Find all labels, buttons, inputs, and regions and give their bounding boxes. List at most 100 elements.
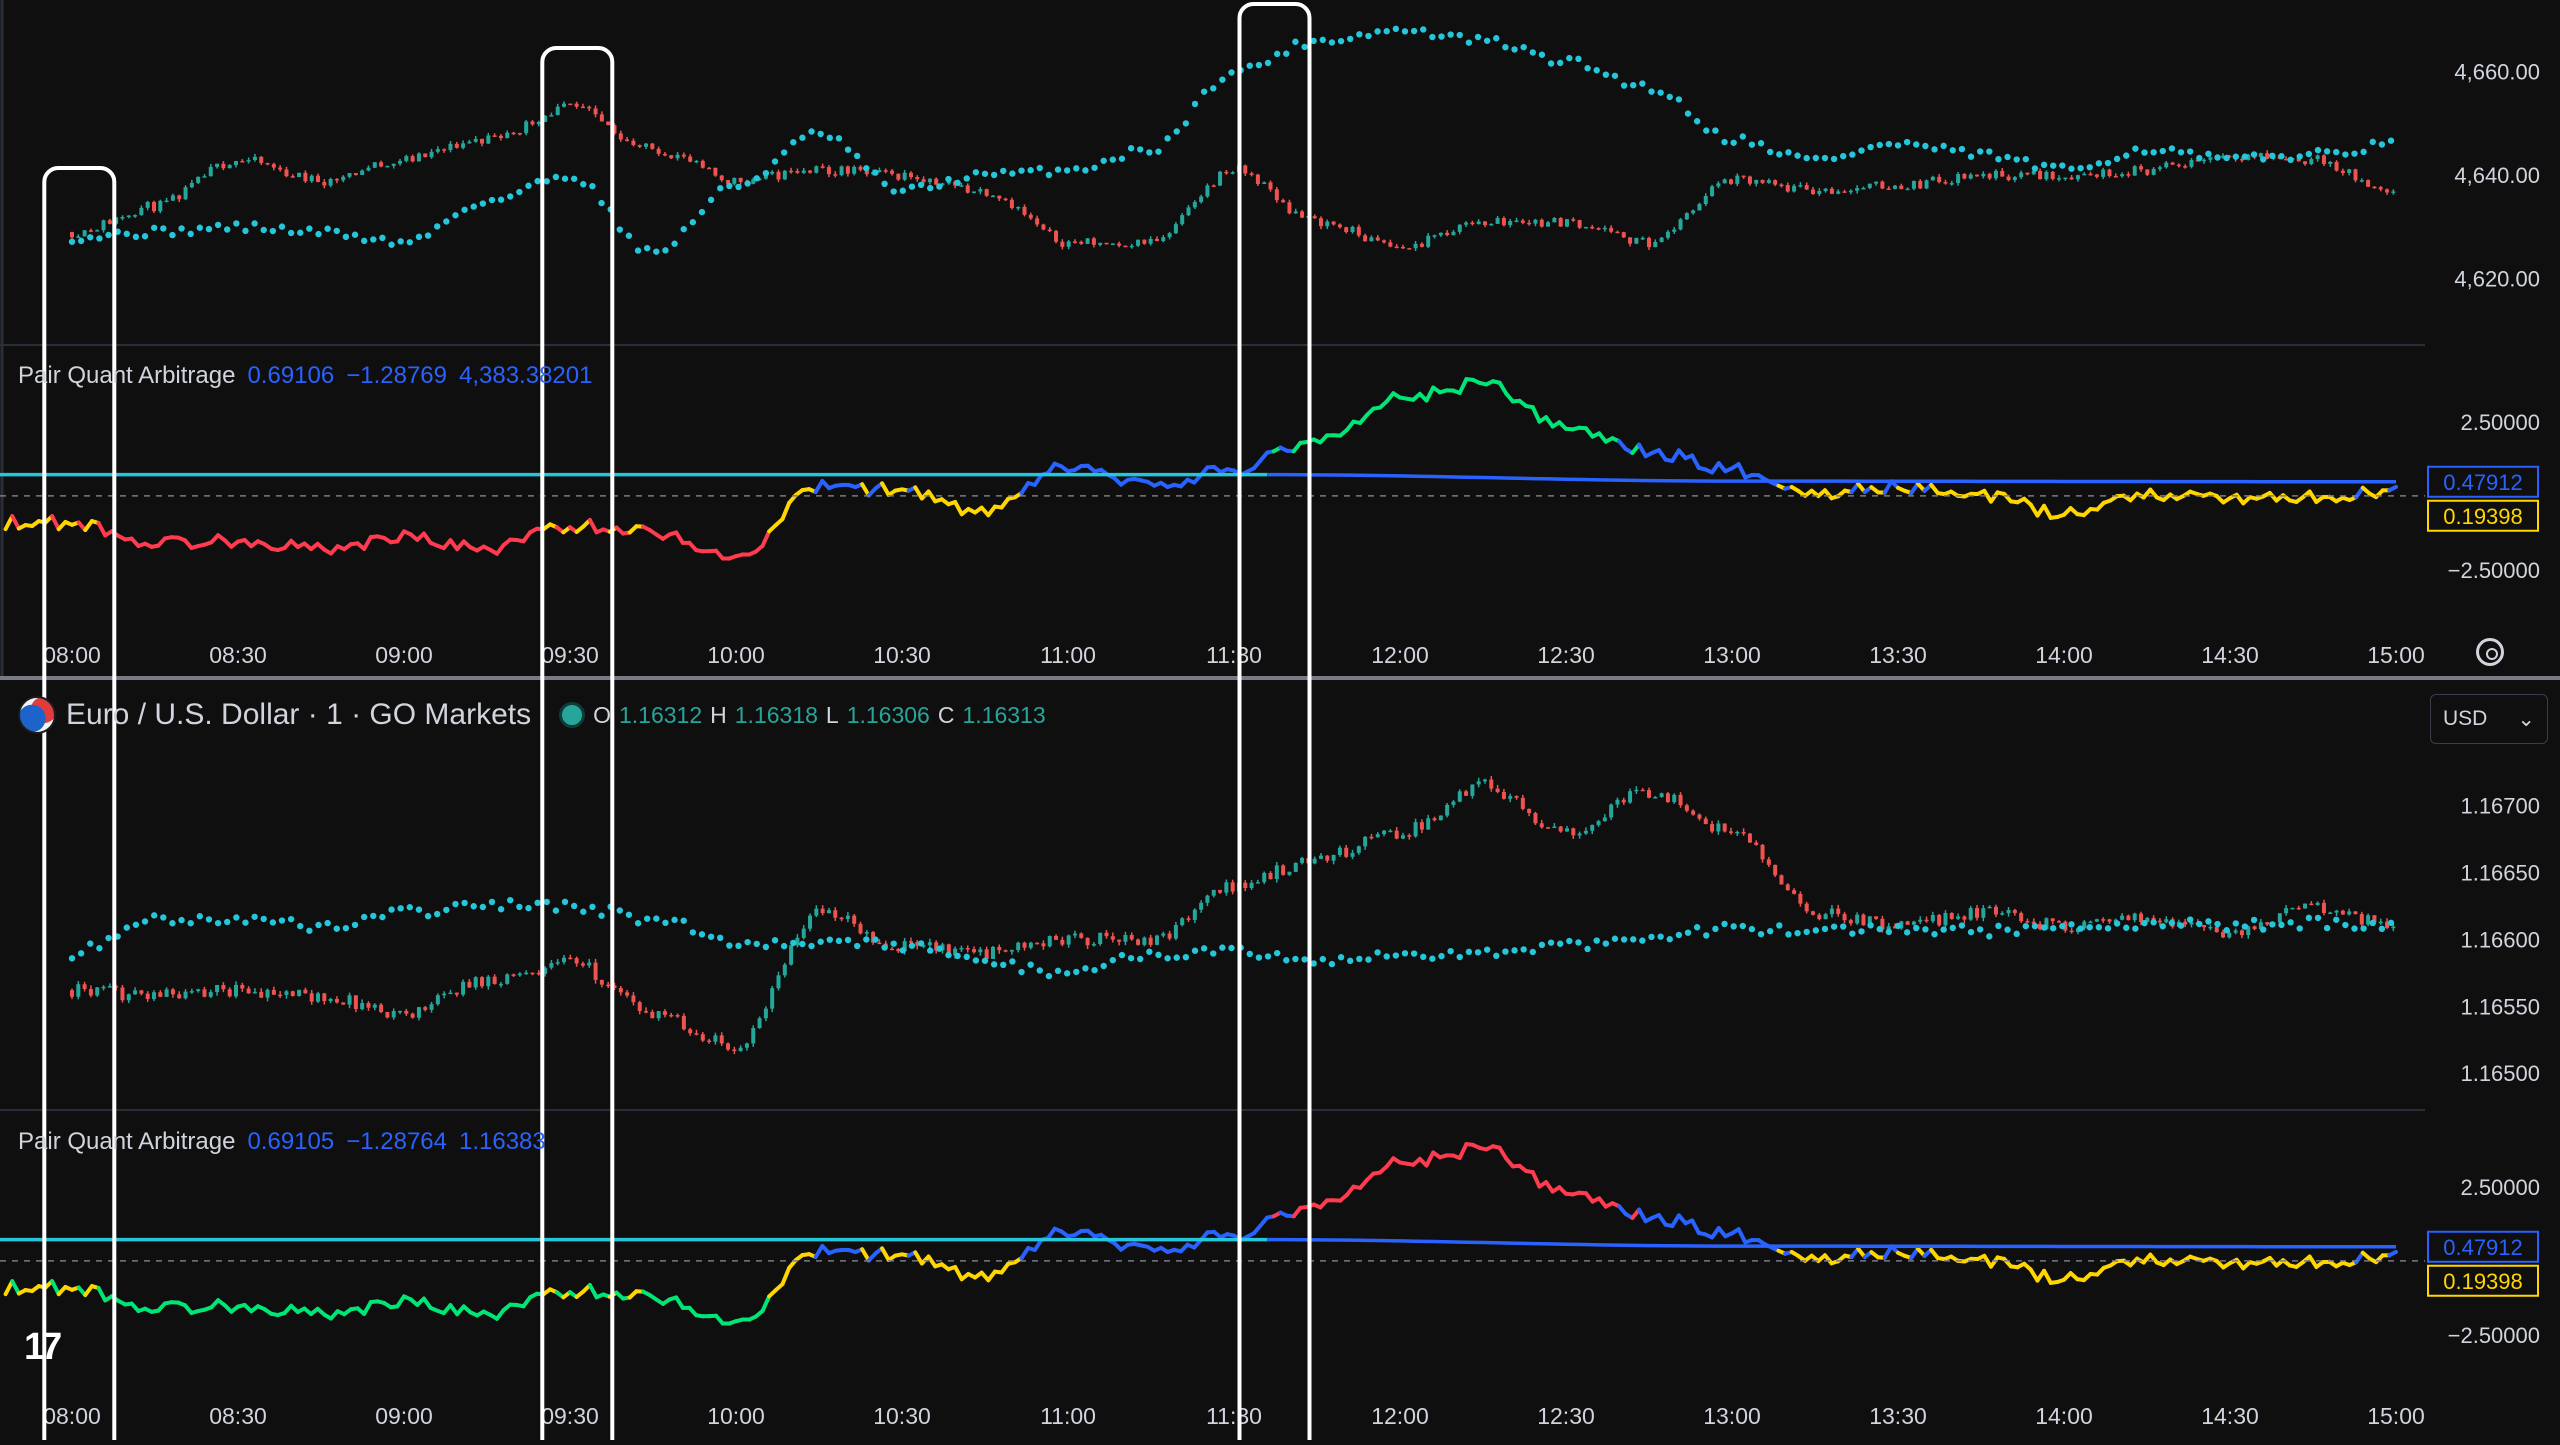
cyan-dot xyxy=(1520,946,1526,952)
bottom-indicator-legend[interactable]: Pair Quant Arbitrage 0.69105 −1.28764 1.… xyxy=(18,1128,546,1156)
cyan-dot xyxy=(1174,954,1180,960)
candle-body xyxy=(499,136,503,138)
candle-body xyxy=(108,986,112,988)
cyan-dot xyxy=(471,203,477,209)
candle-body xyxy=(2284,908,2288,913)
candle-body xyxy=(1477,781,1481,784)
cyan-dot xyxy=(1922,143,1928,149)
candle-body xyxy=(2139,166,2143,169)
cyan-dot xyxy=(964,954,970,960)
cyan-dot xyxy=(726,942,732,948)
candle-body xyxy=(1792,890,1796,894)
candle-body xyxy=(1874,182,1878,184)
candle-body xyxy=(1111,936,1115,939)
candle-body xyxy=(972,191,976,193)
cyan-dot xyxy=(443,218,449,224)
cyan-dot xyxy=(836,135,842,141)
cyan-dot xyxy=(1475,949,1481,955)
candle-body xyxy=(2366,180,2370,187)
candle-body xyxy=(2025,921,2029,923)
candle-body xyxy=(1243,883,1247,888)
cyan-dot xyxy=(2278,922,2284,928)
candle-body xyxy=(1395,831,1399,839)
candle-body xyxy=(2013,910,2017,913)
candle-body xyxy=(1155,936,1159,945)
candle-body xyxy=(2070,931,2074,933)
candle-body xyxy=(486,977,490,987)
cyan-dot xyxy=(1356,31,1362,37)
cyan-dot xyxy=(854,943,860,949)
candle-body xyxy=(152,992,156,999)
candle-body xyxy=(966,185,970,192)
candle-body xyxy=(2278,913,2282,922)
cyan-dot xyxy=(1922,926,1928,932)
candle-body xyxy=(606,985,610,987)
candle-body xyxy=(1584,831,1588,834)
candle-body xyxy=(1981,908,1985,918)
candle-body xyxy=(436,995,440,1004)
cyan-dot xyxy=(900,947,906,953)
price-label-blue: 0.47912 xyxy=(2443,1235,2523,1260)
candle-body xyxy=(821,166,825,168)
currency-select[interactable]: USD ⌄ xyxy=(2430,694,2548,744)
cyan-dot xyxy=(699,931,705,937)
candle-body xyxy=(322,993,326,1001)
cyan-dot xyxy=(361,914,367,920)
x-tick-label: 12:00 xyxy=(1371,642,1429,668)
candle-body xyxy=(474,977,478,987)
candle-body xyxy=(1300,858,1304,863)
candle-body xyxy=(657,1011,661,1018)
candle-body xyxy=(467,982,471,988)
candle-body xyxy=(524,973,528,975)
cyan-dot xyxy=(1630,936,1636,942)
candle-body xyxy=(259,992,263,998)
cyan-dot xyxy=(133,234,139,240)
cyan-dot xyxy=(352,922,358,928)
cyan-dot xyxy=(1867,922,1873,928)
candle-body xyxy=(852,167,856,174)
candle-body xyxy=(2208,927,2212,929)
settings-gear-icon[interactable] xyxy=(2476,638,2504,666)
cyan-dot xyxy=(790,940,796,946)
candle-body xyxy=(1521,798,1525,809)
candle-body xyxy=(1849,920,1853,923)
candle-body xyxy=(505,133,509,138)
candle-body xyxy=(2007,177,2011,180)
oscillator-segment xyxy=(2044,506,2051,518)
candle-body xyxy=(133,990,137,994)
x-tick-label: 13:00 xyxy=(1703,642,1761,668)
cyan-dot xyxy=(1594,937,1600,943)
cyan-dot xyxy=(1420,26,1426,32)
y-tick-label: 1.16650 xyxy=(2460,860,2540,885)
candle-body xyxy=(713,168,717,176)
cyan-dot xyxy=(2068,166,2074,172)
cyan-dot xyxy=(1867,144,1873,150)
cyan-dot xyxy=(1484,38,1490,44)
cyan-dot xyxy=(571,176,577,182)
candle-body xyxy=(1451,802,1455,805)
candle-body xyxy=(2051,172,2055,179)
cyan-dot xyxy=(160,914,166,920)
candle-body xyxy=(2107,170,2111,176)
cyan-dot xyxy=(1950,147,1956,153)
top-indicator-legend[interactable]: Pair Quant Arbitrage 0.69106 −1.28769 4,… xyxy=(18,362,592,390)
cyan-dot xyxy=(781,943,787,949)
candle-body xyxy=(1508,221,1512,225)
candle-body xyxy=(2385,189,2389,192)
cyan-dot xyxy=(1447,948,1453,954)
candle-body xyxy=(619,988,623,992)
candle-body xyxy=(1388,831,1392,833)
candle-body xyxy=(1899,186,1903,189)
candle-body xyxy=(631,996,635,1003)
cyan-dot xyxy=(1502,44,1508,50)
candle-body xyxy=(404,156,408,161)
cyan-dot xyxy=(1667,94,1673,100)
candle-body xyxy=(146,994,150,999)
candle-body xyxy=(1805,904,1809,912)
cyan-dot xyxy=(2388,137,2394,143)
cyan-dot xyxy=(1584,65,1590,71)
candle-body xyxy=(1779,185,1783,187)
candle-body xyxy=(448,144,452,150)
